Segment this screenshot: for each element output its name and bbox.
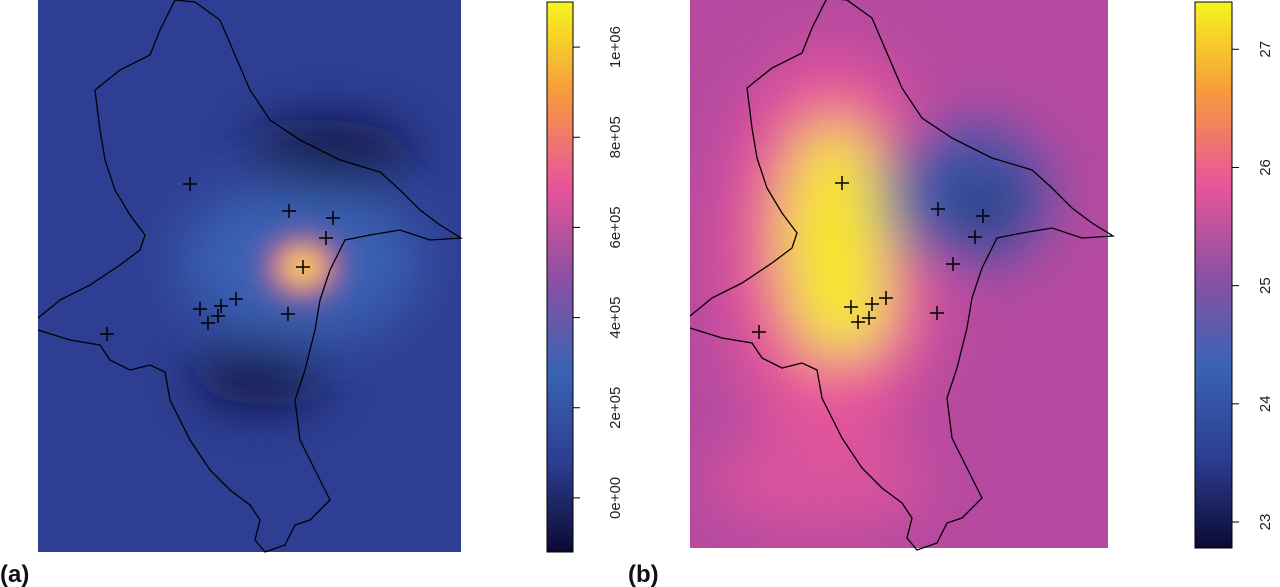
tick-label: 26: [1257, 159, 1274, 176]
panel-label: (b): [628, 561, 659, 587]
tick-label: 25: [1257, 277, 1274, 294]
tick-label: 24: [1257, 395, 1274, 412]
panel-label: (a): [0, 561, 29, 587]
tick-label: 6e+05: [607, 206, 624, 248]
tick-label: 0e+00: [607, 477, 624, 519]
tick-label: 8e+05: [607, 116, 624, 158]
colorbar: [1194, 1, 1233, 549]
tick-label: 4e+05: [607, 297, 624, 339]
tick-label: 27: [1257, 41, 1274, 58]
colorbar: [546, 1, 574, 553]
map-a: [38, 0, 461, 552]
tick-label: 1e+06: [607, 26, 624, 68]
map-b: [690, 0, 1108, 548]
tick-label: 2e+05: [607, 387, 624, 429]
tick-label: 23: [1257, 514, 1274, 531]
